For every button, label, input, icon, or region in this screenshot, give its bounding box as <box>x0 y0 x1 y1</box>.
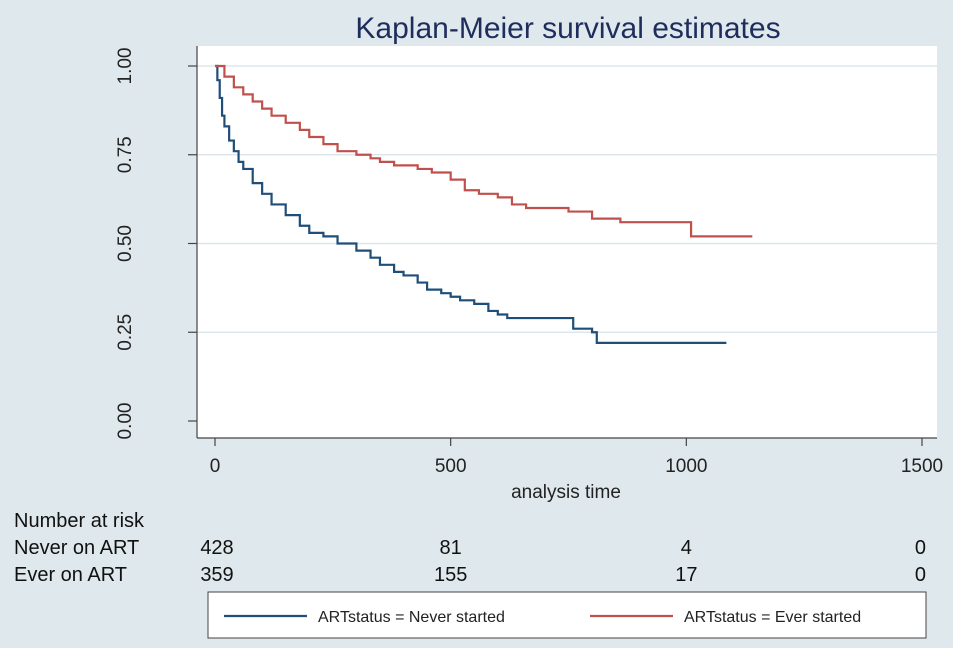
y-tick-label: 0.50 <box>115 225 136 262</box>
curve-ever-started <box>215 64 753 238</box>
legend-label-ever: ARTstatus = Ever started <box>684 609 861 626</box>
legend-label-never: ARTstatus = Never started <box>318 609 505 626</box>
risk-value: 4 <box>681 537 692 559</box>
risk-value: 0 <box>915 564 926 586</box>
x-tick-label: 0 <box>210 456 221 477</box>
y-tick-label: 0.00 <box>115 403 136 440</box>
y-ticks: 0.00 0.25 0.50 0.75 1.00 <box>115 48 197 440</box>
y-tick-label: 0.25 <box>115 314 136 351</box>
risk-table-header: Number at risk <box>14 510 145 532</box>
risk-value: 0 <box>915 537 926 559</box>
risk-value: 428 <box>200 537 233 559</box>
risk-value: 359 <box>200 564 233 586</box>
chart-title: Kaplan-Meier survival estimates <box>355 12 780 45</box>
risk-value: 81 <box>440 537 462 559</box>
risk-value: 155 <box>434 564 467 586</box>
grid-lines <box>197 65 937 333</box>
plot-background <box>197 46 937 438</box>
legend: ARTstatus = Never started ARTstatus = Ev… <box>207 591 927 639</box>
risk-row-label: Never on ART <box>14 537 139 559</box>
x-axis-title: analysis time <box>511 482 621 503</box>
survival-curves <box>215 64 753 344</box>
risk-value: 17 <box>675 564 697 586</box>
y-tick-label: 0.75 <box>115 136 136 173</box>
x-tick-label: 1000 <box>665 456 707 477</box>
legend-box <box>207 591 927 639</box>
x-tick-label: 500 <box>435 456 467 477</box>
axes <box>196 46 937 439</box>
x-tick-label: 1500 <box>901 456 943 477</box>
risk-table: Never on ART 428 81 4 0 Ever on ART 359 155 17 0 <box>14 537 926 586</box>
risk-row-label: Ever on ART <box>14 564 127 586</box>
y-tick-label: 1.00 <box>115 48 136 85</box>
x-ticks: 0 500 1000 1500 <box>210 438 943 477</box>
curve-never-started <box>215 64 727 344</box>
